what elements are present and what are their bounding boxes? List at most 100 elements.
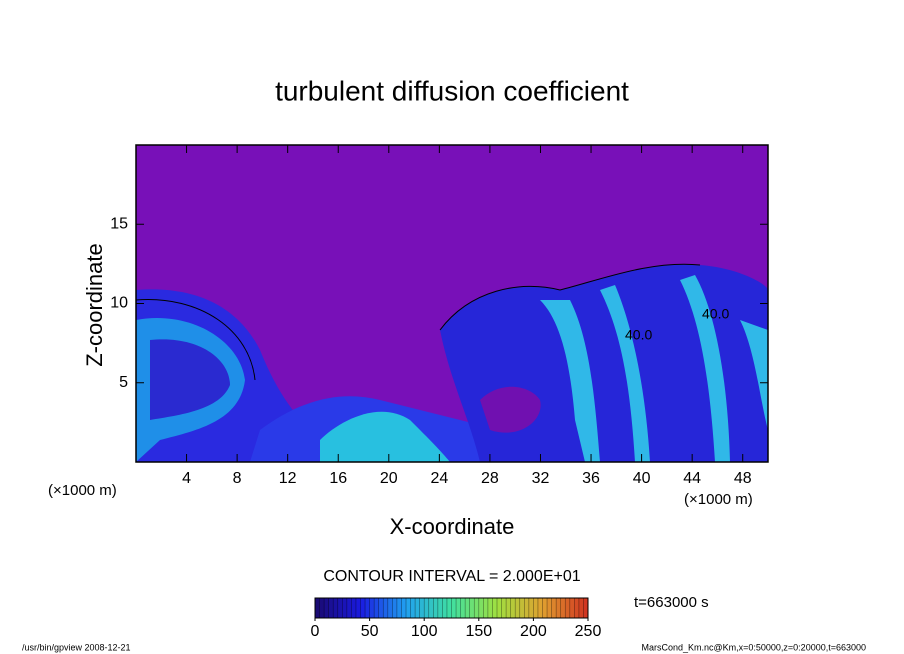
colorbar-swatch: [428, 598, 434, 618]
footer-right: MarsCond_Km.nc@Km,x=0:50000,z=0:20000,t=…: [641, 642, 866, 652]
colorbar-swatch: [547, 598, 553, 618]
colorbar-swatch: [355, 598, 361, 618]
contour-interval: CONTOUR INTERVAL = 2.000E+01: [323, 568, 580, 585]
colorbar-swatch: [556, 598, 562, 618]
contour-line: [136, 263, 701, 381]
x-tick-label: 20: [380, 470, 398, 487]
colorbar-tick-label: 200: [520, 623, 547, 640]
colorbar-swatch: [569, 598, 575, 618]
colorbar-swatch: [483, 598, 489, 618]
colorbar-swatch: [515, 598, 521, 618]
colorbar-swatch: [396, 598, 402, 618]
x-tick-label: 48: [734, 470, 752, 487]
contour-label: 40.0: [702, 306, 729, 322]
colorbar-swatch: [474, 598, 480, 618]
colorbar-swatch: [437, 598, 443, 618]
colorbar-swatch: [465, 598, 471, 618]
colorbar-swatch: [460, 598, 466, 618]
colorbar-tick-label: 50: [361, 623, 379, 640]
colorbar-swatch: [583, 598, 589, 618]
colorbar-swatch: [478, 598, 484, 618]
footer-left: /usr/bin/gpview 2008-12-21: [22, 642, 131, 652]
field-region: [150, 339, 230, 420]
field-region: [480, 386, 541, 433]
colorbar-swatch: [419, 598, 425, 618]
time-label: t=663000 s: [634, 594, 709, 611]
colorbar-swatch: [365, 598, 371, 618]
colorbar-swatch: [542, 598, 548, 618]
colorbar-swatch: [442, 598, 448, 618]
colorbar-swatch: [487, 598, 493, 618]
colorbar-swatch: [456, 598, 462, 618]
field-region: [320, 411, 450, 462]
colorbar-swatch: [519, 598, 525, 618]
colorbar-swatch: [565, 598, 571, 618]
colorbar-swatch: [378, 598, 384, 618]
x-tick-label: 40: [633, 470, 651, 487]
colorbar-swatch: [410, 598, 416, 618]
field-region: [740, 320, 768, 430]
colorbar-tick-label: 0: [311, 623, 320, 640]
colorbar-swatch: [510, 598, 516, 618]
colorbar-swatch: [342, 598, 348, 618]
x-tick-label: 36: [582, 470, 600, 487]
x-tick-label: 12: [279, 470, 297, 487]
colorbar-swatch: [383, 598, 389, 618]
x-tick-label: 16: [329, 470, 347, 487]
colorbar-swatch: [406, 598, 412, 618]
colorbar-swatch: [551, 598, 557, 618]
colorbar-swatch: [360, 598, 366, 618]
colorbar-swatch: [528, 598, 534, 618]
colorbar-swatch: [315, 598, 321, 618]
field-region: [540, 300, 600, 462]
colorbar-swatch: [392, 598, 398, 618]
colorbar-tick-label: 100: [411, 623, 438, 640]
x-axis-label: X-coordinate: [390, 514, 515, 539]
colorbar-swatch: [319, 598, 325, 618]
colorbar-swatch: [501, 598, 507, 618]
colorbar-swatch: [401, 598, 407, 618]
colorbar-swatch: [574, 598, 580, 618]
colorbar-swatch: [537, 598, 543, 618]
colorbar-swatch: [469, 598, 475, 618]
colorbar-swatch: [369, 598, 375, 618]
field-region: [600, 285, 650, 462]
colorbar-tick-label: 150: [465, 623, 492, 640]
colorbar-swatch: [451, 598, 457, 618]
x-tick-label: 4: [182, 470, 191, 487]
colorbar-tick-label: 250: [575, 623, 602, 640]
field-region: [680, 275, 730, 462]
x-tick-label: 8: [233, 470, 242, 487]
colorbar-swatch: [328, 598, 334, 618]
x-tick-label: 44: [683, 470, 701, 487]
colorbar-swatch: [446, 598, 452, 618]
colorbar-frame: [314, 597, 589, 619]
contour-field: 40.0 40.0: [136, 145, 768, 462]
y-axis-label: Z-coordinate: [82, 243, 107, 367]
x-tick-label: 28: [481, 470, 499, 487]
colorbar-swatch: [374, 598, 380, 618]
y-tick-label: 10: [110, 295, 128, 312]
colorbar-swatch: [497, 598, 503, 618]
colorbar-swatch: [433, 598, 439, 618]
colorbar-swatch: [324, 598, 330, 618]
x-unit-label: (×1000 m): [684, 491, 753, 508]
colorbar-swatch: [424, 598, 430, 618]
colorbar-swatch: [492, 598, 498, 618]
colorbar-swatch: [560, 598, 566, 618]
y-tick-label: 5: [119, 374, 128, 391]
colorbar-swatch: [346, 598, 352, 618]
colorbar-swatch: [337, 598, 343, 618]
colorbar-swatch: [578, 598, 584, 618]
colorbar-swatch: [387, 598, 393, 618]
x-unit-label: (×1000 m): [48, 482, 117, 499]
x-tick-label: 32: [532, 470, 550, 487]
colorbar-swatch: [351, 598, 357, 618]
colorbar-swatch: [524, 598, 530, 618]
contour-label: 40.0: [625, 327, 652, 343]
colorbar-swatch: [506, 598, 512, 618]
chart-title: turbulent diffusion coefficient: [275, 75, 629, 106]
colorbar-swatch: [333, 598, 339, 618]
colorbar-swatch: [415, 598, 421, 618]
